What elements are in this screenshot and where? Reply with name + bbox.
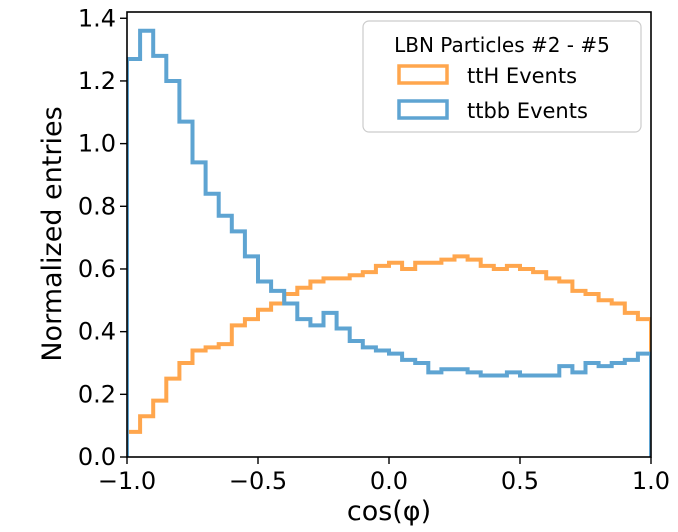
legend-title: LBN Particles #2 - #5 (394, 33, 610, 57)
legend-frame (362, 20, 642, 133)
legend-label-ttbb: ttbb Events (467, 99, 588, 123)
legend-swatch-ttbb (397, 99, 449, 120)
series-ttbb-step (127, 28, 651, 457)
plot-series-layer (127, 28, 651, 457)
x-tick-label: −0.5 (229, 467, 287, 495)
legend: LBN Particles #2 - #5 ttH Events ttbb Ev… (362, 20, 642, 133)
y-tick-label: 0.6 (78, 255, 116, 283)
y-tick-label: 0.2 (78, 380, 116, 408)
series-tth-step (127, 254, 651, 457)
x-tick-label: 1.0 (632, 467, 670, 495)
y-tick-label: 1.0 (78, 130, 116, 158)
y-axis-label: Normalized entries (37, 106, 68, 361)
legend-swatch-tth (397, 64, 449, 85)
y-tick-label: 1.2 (78, 67, 116, 95)
axis-ticks: −1.0 −0.5 0.0 0.5 1.0 0.0 0.2 0.4 0.6 0.8 1.0 1.2 1.… (78, 4, 670, 495)
x-tick-label: 0.5 (501, 467, 539, 495)
legend-label-tth: ttH Events (467, 64, 577, 88)
x-axis-label: cos(φ) (347, 496, 431, 527)
y-tick-label: 0.0 (78, 443, 116, 471)
y-tick-label: 1.4 (78, 4, 116, 32)
y-tick-label: 0.4 (78, 318, 116, 346)
y-tick-label: 0.8 (78, 192, 116, 220)
x-tick-label: −1.0 (98, 467, 156, 495)
x-tick-label: 0.0 (370, 467, 408, 495)
